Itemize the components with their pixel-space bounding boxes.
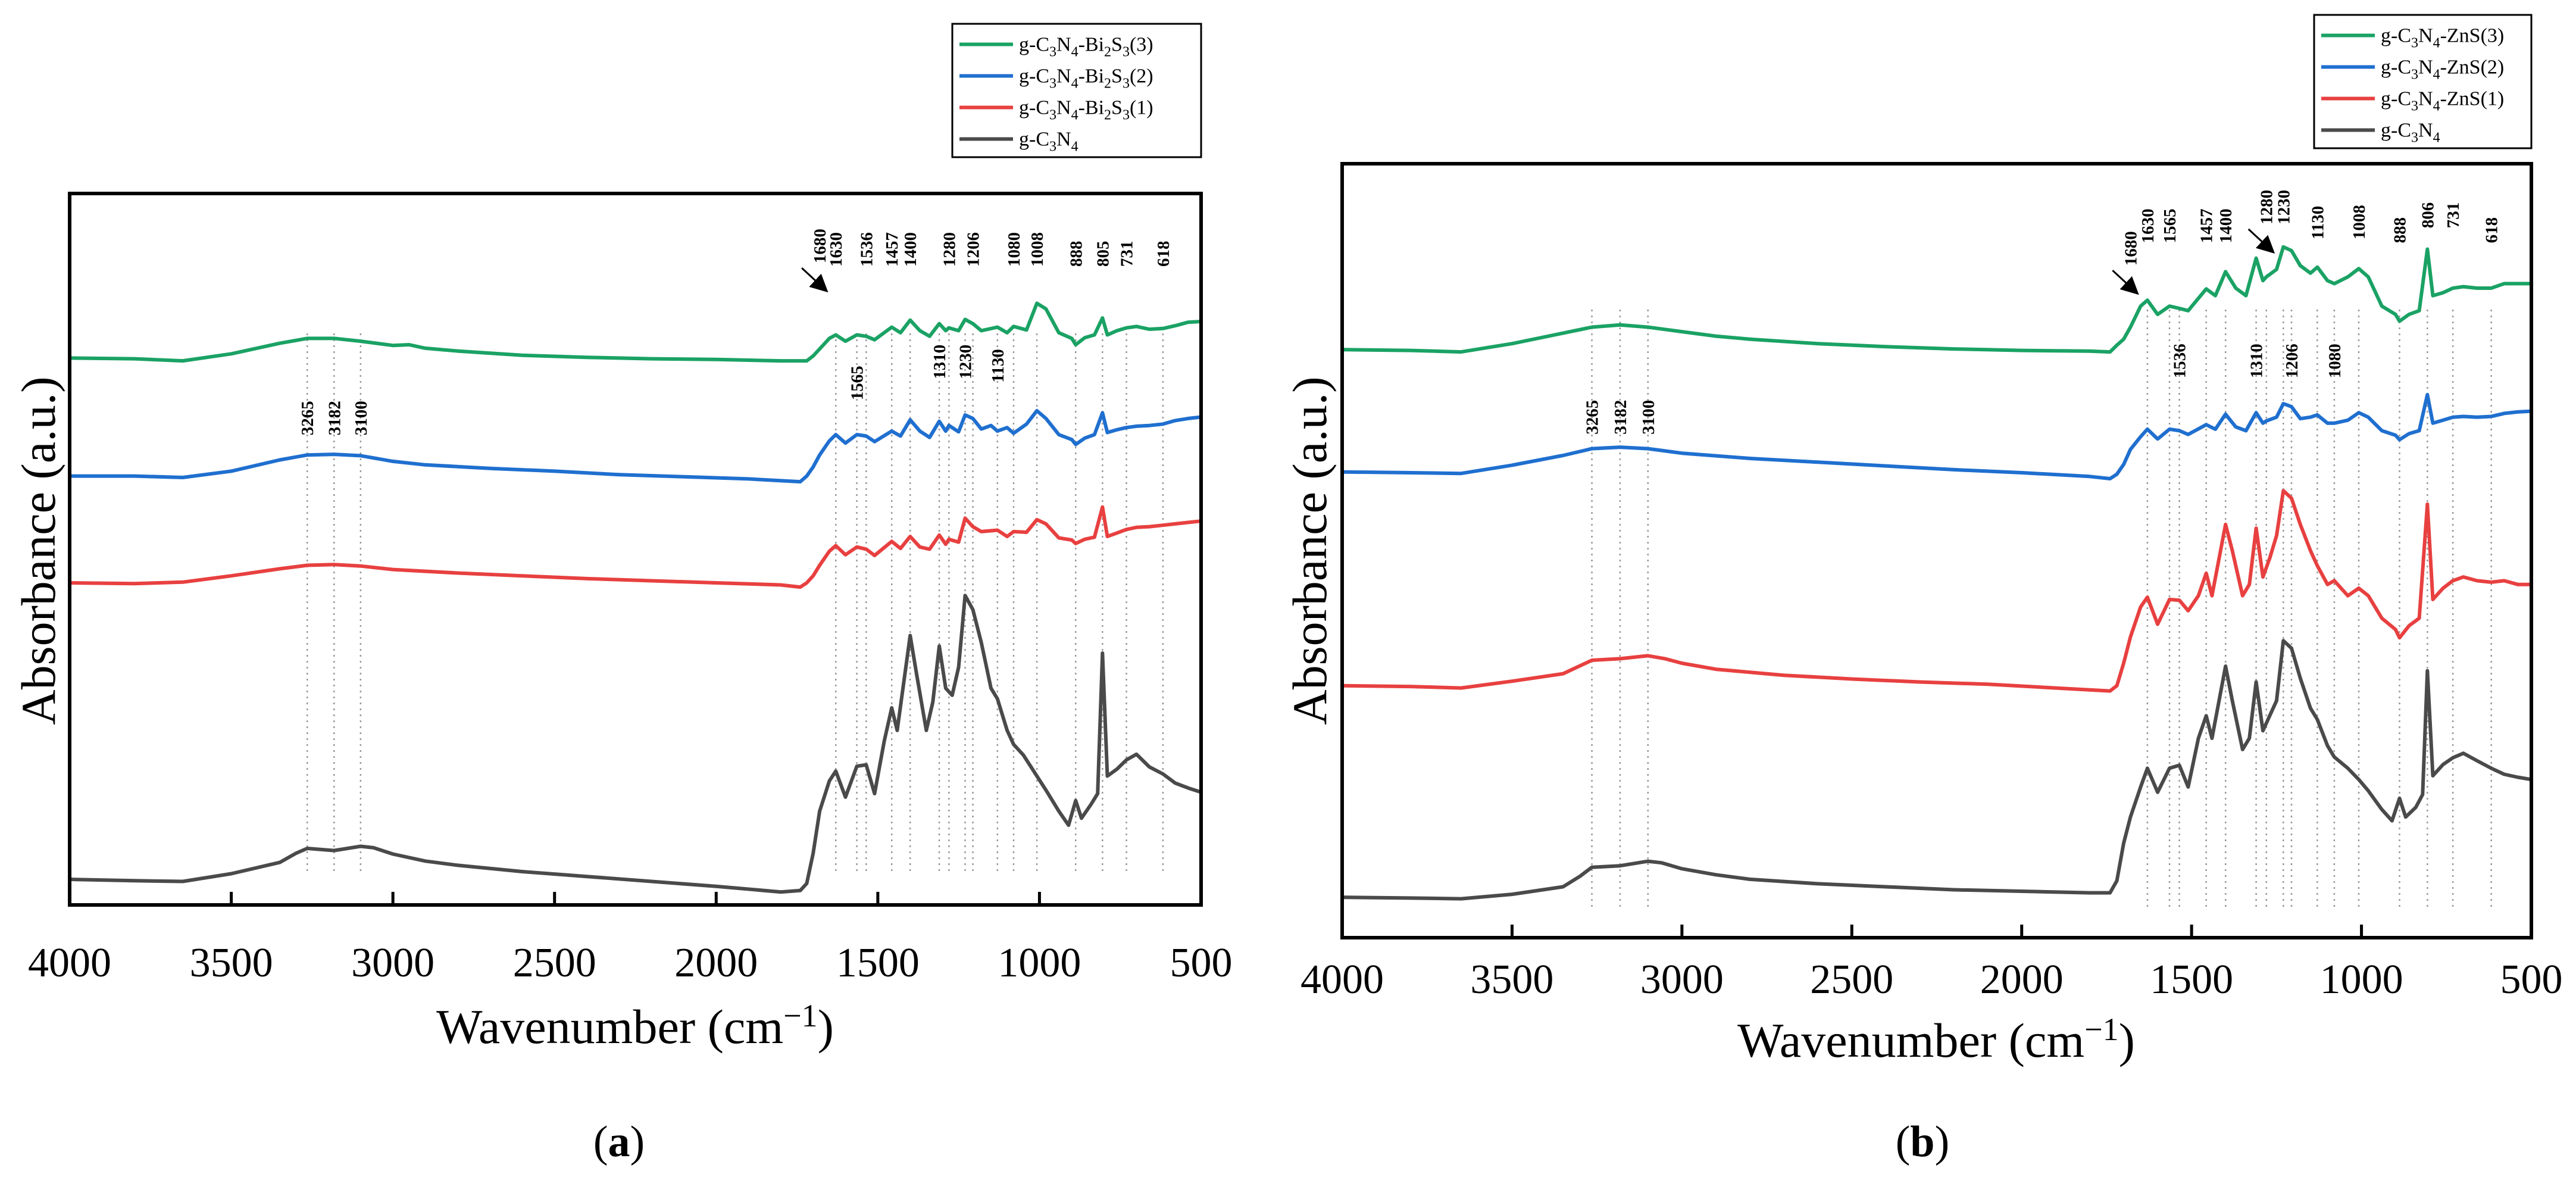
- peak-label: 1206: [2283, 344, 2302, 378]
- peak-arrow: [2112, 270, 2139, 295]
- panel-a-plot-frame: [68, 192, 1203, 907]
- x-tick-label: 2000: [674, 940, 758, 986]
- x-tick-label: 1000: [2320, 957, 2403, 1003]
- panel-b-x-ticks: 4000 3500 3000 2500 2000 1500 1000 500: [1300, 925, 2563, 1003]
- legend-box: [951, 23, 1202, 158]
- series-line-4: [1342, 639, 2532, 901]
- peak-label: 1280: [2258, 190, 2277, 224]
- panel-a-label: (a): [593, 1117, 645, 1166]
- peak-label: 806: [2418, 202, 2437, 229]
- peak-label: 1536: [2171, 344, 2190, 378]
- panel-a-x-axis-title: Wavenumber (cm−1): [436, 998, 834, 1054]
- peak-arrow: [2247, 228, 2275, 254]
- x-tick-label: 4000: [28, 940, 111, 986]
- series-line-4: [69, 594, 1202, 894]
- panel-a-y-axis-title: Absorbance (a.u.): [11, 376, 65, 725]
- x-tick-label: 2500: [1810, 957, 1893, 1003]
- peak-label: 805: [1093, 241, 1112, 267]
- peak-label: 1457: [2197, 208, 2217, 243]
- x-tick-label: 2000: [1980, 957, 2064, 1003]
- legend-label: g-C3N4-Bi2S3(3): [1019, 34, 1153, 60]
- panel-b-plot-frame: [1340, 162, 2533, 939]
- peak-label: 731: [1118, 241, 1137, 267]
- peak-label: 1565: [848, 366, 867, 400]
- peak-arrow: [801, 267, 829, 293]
- peak-label: 1630: [2139, 208, 2158, 243]
- peak-label: 1280: [940, 232, 959, 267]
- x-tick-label: 3000: [351, 940, 434, 986]
- peak-label: 1630: [827, 232, 846, 267]
- x-tick-label: 500: [2500, 957, 2563, 1003]
- peak-label: 888: [2391, 217, 2410, 244]
- x-tick-label: 3500: [190, 940, 273, 986]
- legend-label: g-C3N4-Bi2S3(1): [1019, 97, 1153, 123]
- series-line-3: [69, 505, 1202, 589]
- peak-label: 3182: [325, 401, 344, 435]
- peak-label: 1206: [964, 232, 983, 267]
- peak-label: 888: [1067, 241, 1086, 267]
- peak-label: 1080: [1005, 232, 1024, 267]
- series-line-2: [70, 408, 1202, 484]
- peak-label: 1400: [2217, 208, 2236, 243]
- peak-label: 1080: [2325, 344, 2344, 378]
- peak-label: 3100: [352, 401, 371, 435]
- legend-label: g-C3N4-Bi2S3(2): [1019, 65, 1153, 92]
- x-tick-label: 1500: [2150, 957, 2233, 1003]
- panel-b-label: (b): [1896, 1117, 1949, 1166]
- panel-b-series: [1342, 245, 2532, 901]
- peak-label: 1536: [857, 232, 876, 267]
- peak-label: 3265: [298, 401, 317, 435]
- panel-b-x-axis-title: Wavenumber (cm−1): [1737, 1012, 2135, 1067]
- peak-label: 1130: [2308, 206, 2327, 239]
- peak-label: 1230: [956, 345, 976, 379]
- peak-label: 1457: [883, 232, 902, 267]
- x-tick-label: 3500: [1470, 957, 1553, 1003]
- panel-a-legend: g-C3N4-Bi2S3(3) g-C3N4-Bi2S3(2) g-C3N4-Bi2…: [951, 23, 1202, 158]
- x-tick-label: 4000: [1300, 957, 1384, 1003]
- peak-label: 1400: [901, 232, 920, 267]
- legend-label: g-C3N4: [1019, 129, 1078, 155]
- peak-label: 731: [2444, 202, 2463, 229]
- peak-label: 3182: [1611, 400, 1630, 435]
- panel-a-x-ticks: 4000 3500 3000 2500 2000 1500 1000 500: [28, 892, 1233, 986]
- x-tick-label: 1000: [998, 940, 1081, 986]
- peak-label: 1565: [2161, 208, 2180, 243]
- series-line-1: [1342, 245, 2531, 354]
- panel-b-y-axis-title: Absorbance (a.u.): [1283, 376, 1337, 725]
- legend-label: g-C3N4-ZnS(1): [2381, 88, 2504, 114]
- peak-label: 1680: [2121, 231, 2140, 266]
- peak-label: 1310: [2247, 344, 2266, 378]
- peak-label: 618: [2483, 217, 2502, 244]
- panel-b-peak-lines: [1591, 310, 2492, 908]
- x-tick-label: 2500: [513, 940, 596, 986]
- x-tick-label: 500: [1170, 940, 1233, 986]
- series-line-2: [1342, 392, 2532, 480]
- peak-label: 1008: [2350, 205, 2369, 239]
- peak-label: 1008: [1028, 232, 1047, 267]
- peak-label: 3265: [1583, 400, 1602, 435]
- legend-label: g-C3N4: [2381, 120, 2440, 146]
- series-line-3: [1342, 489, 2531, 693]
- panel-b-legend: g-C3N4-ZnS(3) g-C3N4-ZnS(2) g-C3N4-ZnS(1) g…: [2313, 14, 2533, 149]
- peak-label: 3100: [1639, 400, 1658, 435]
- peak-label: 1130: [989, 349, 1008, 382]
- x-tick-label: 1500: [836, 940, 920, 986]
- peak-label: 1310: [930, 345, 949, 379]
- peak-label: 1230: [2274, 190, 2293, 224]
- legend-label: g-C3N4-ZnS(2): [2381, 57, 2504, 83]
- peak-label: 618: [1154, 241, 1173, 267]
- x-tick-label: 3000: [1640, 957, 1724, 1003]
- peak-label: 1680: [811, 229, 830, 263]
- legend-label: g-C3N4-ZnS(3): [2381, 25, 2504, 51]
- series-line-1: [69, 301, 1202, 363]
- panel-a-series: [69, 301, 1202, 894]
